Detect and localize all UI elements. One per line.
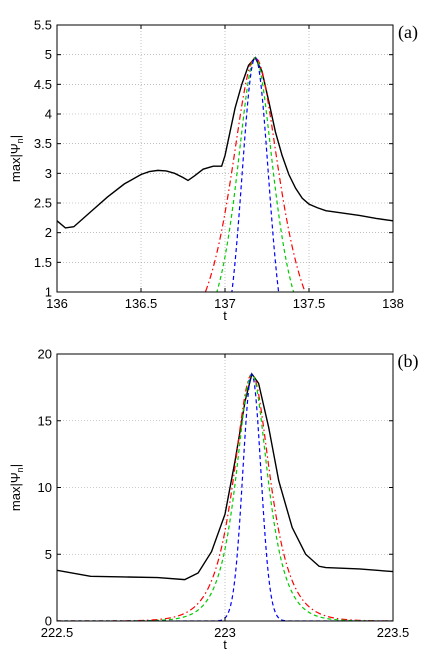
- y-axis-label-main: max|Ψ: [8, 143, 23, 182]
- y-tick-label: 20: [38, 347, 52, 362]
- series-line-1: [204, 57, 306, 292]
- y-tick-label: 2.5: [34, 196, 52, 211]
- y-tick-label: 10: [38, 480, 52, 495]
- x-axis-label: t: [223, 637, 227, 652]
- panel-label: (b): [398, 351, 419, 372]
- x-axis-label: t: [223, 308, 227, 323]
- y-axis-label-end: |: [8, 464, 23, 467]
- y-tick-label: 3: [45, 166, 52, 181]
- y-axis-label-sub: n: [15, 467, 25, 472]
- y-tick-label: 4.5: [34, 77, 52, 92]
- y-tick-label: 1.5: [34, 255, 52, 270]
- x-tick-label: 223: [214, 625, 236, 640]
- y-axis-label-end: |: [8, 135, 23, 138]
- y-tick-label: 1: [45, 285, 52, 300]
- y-tick-label: 2: [45, 225, 52, 240]
- y-axis-label: max|Ψn|: [8, 464, 25, 511]
- y-axis-label: max|Ψn|: [8, 135, 25, 182]
- plot-area: [57, 56, 393, 292]
- y-tick-label: 4: [45, 107, 52, 122]
- x-tick-label: 137: [214, 296, 236, 311]
- series-line-2: [216, 57, 295, 292]
- x-tick-label: 223.5: [377, 625, 410, 640]
- y-axis-label-sub: n: [15, 138, 25, 143]
- y-tick-label: 0: [45, 614, 52, 629]
- axes-frame: [56, 24, 394, 293]
- x-tick-label: 136.5: [125, 296, 158, 311]
- y-tick-label: 3.5: [34, 136, 52, 151]
- y-tick-label: 5.5: [34, 18, 52, 33]
- chart-panel-b: 222.5 223 223.5 0 5 10 15 20 t max|Ψn| (b): [8, 347, 419, 653]
- panel-label: (a): [398, 22, 418, 43]
- y-tick-label: 5: [45, 47, 52, 62]
- x-tick-label: 138: [382, 296, 404, 311]
- x-tick-label: 137.5: [293, 296, 326, 311]
- chart-panel-a: 136 136.5 137 137.5 138 1 1.5 2 2.5 3 3.5 4 4.5 5 5.5 t…: [8, 18, 418, 324]
- x-tick-label: 136: [46, 296, 68, 311]
- y-tick-label: 5: [45, 547, 52, 562]
- y-tick-label: 15: [38, 413, 52, 428]
- x-tick-label: 222.5: [41, 625, 74, 640]
- series-line-0: [57, 56, 393, 229]
- y-axis-label-main: max|Ψ: [8, 472, 23, 511]
